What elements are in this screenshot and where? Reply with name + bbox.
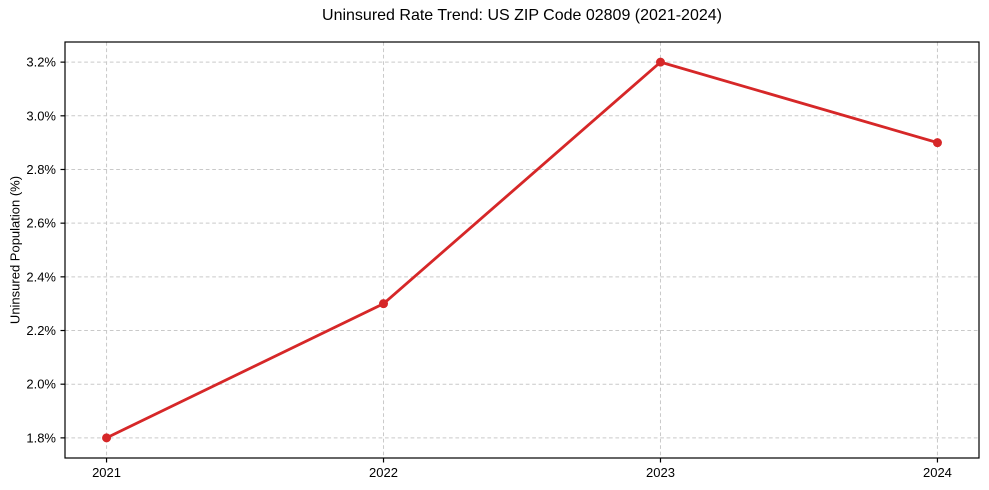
y-tick-label: 2.8%: [26, 162, 56, 177]
data-point-marker: [379, 299, 389, 309]
y-tick-label: 3.2%: [26, 55, 56, 70]
data-point-marker: [102, 433, 112, 443]
y-tick-label: 2.2%: [26, 323, 56, 338]
y-tick-label: 3.0%: [26, 108, 56, 123]
x-tick-label: 2021: [92, 465, 121, 480]
x-tick-label: 2024: [923, 465, 952, 480]
y-tick-label: 2.0%: [26, 377, 56, 392]
x-tick-label: 2023: [646, 465, 675, 480]
data-point-marker: [655, 57, 665, 67]
plot-border: [64, 41, 980, 459]
chart-title: Uninsured Rate Trend: US ZIP Code 02809 …: [322, 7, 722, 24]
data-point-marker: [932, 138, 942, 148]
y-tick-label: 1.8%: [26, 430, 56, 445]
trend-line: [105, 60, 939, 440]
y-tick-label: 2.4%: [26, 269, 56, 284]
x-tick-label: 2022: [369, 465, 398, 480]
y-tick-label: 2.6%: [26, 216, 56, 231]
